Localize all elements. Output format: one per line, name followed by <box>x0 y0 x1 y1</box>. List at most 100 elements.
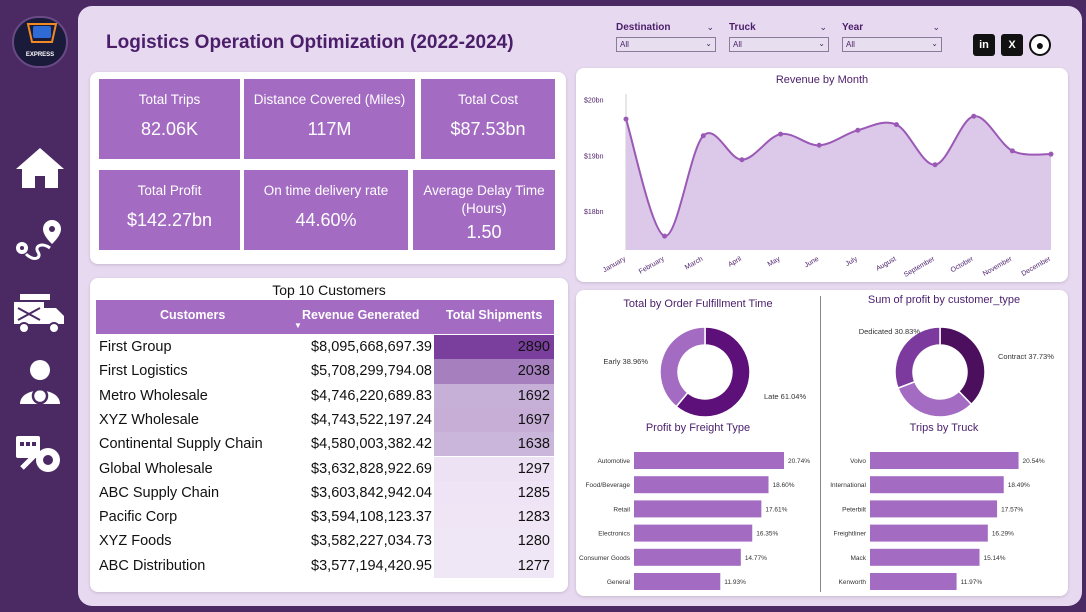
sort-desc-icon[interactable]: ▼ <box>294 321 302 330</box>
revenue-by-month-card: Revenue by Month $20bn $19bn $18bn January F… <box>576 68 1068 282</box>
col-revenue[interactable]: Revenue Generated <box>302 308 420 322</box>
cell-shipments: 1638 <box>434 432 554 457</box>
filter-destination[interactable]: Destination ⌄ All ⌄ <box>616 22 716 52</box>
cell-customer: Global Wholesale <box>99 460 213 477</box>
chevron-down-icon: ⌄ <box>705 39 712 48</box>
donut-label: Dedicated 30.83% <box>859 327 921 336</box>
github-icon[interactable]: ● <box>1029 34 1051 56</box>
bar-category-label: Freightliner <box>833 531 866 538</box>
cell-revenue: $4,743,522,197.24 <box>311 411 432 428</box>
logo: EXPRESS <box>12 16 68 68</box>
donut-label: Contract 37.73% <box>998 352 1054 361</box>
bar <box>634 500 762 518</box>
cell-revenue: $3,582,227,034.73 <box>311 533 432 550</box>
bar-category-label: General <box>607 579 631 586</box>
nav-maintenance[interactable] <box>12 428 68 480</box>
y-tick-label: $19bn <box>584 153 604 160</box>
filter-select[interactable]: All ⌄ <box>729 37 829 52</box>
truck-logo-icon <box>26 23 58 43</box>
data-point <box>739 157 745 163</box>
top-customers-card: Top 10 Customers Customers Revenue Gener… <box>90 278 568 592</box>
fulfillment-donut: Early 38.96% Late 61.04% <box>603 326 806 418</box>
chart-title: Revenue by Month <box>775 74 869 86</box>
col-shipments[interactable]: Total Shipments <box>446 308 543 322</box>
bar-category-label: Volvo <box>850 458 866 465</box>
filter-select[interactable]: All ⌄ <box>842 37 942 52</box>
x-tick-label: August <box>875 256 897 273</box>
nav-home[interactable] <box>12 142 68 194</box>
x-tick-label: February <box>638 255 666 275</box>
filter-select[interactable]: All ⌄ <box>616 37 716 52</box>
table-row[interactable]: Global Wholesale $3,632,828,922.69 1297 <box>96 456 554 481</box>
data-point <box>816 142 822 148</box>
table-row[interactable]: XYZ Wholesale $4,743,522,197.24 1697 <box>96 407 554 433</box>
kpi-total-trips: Total Trips 82.06K <box>98 78 241 160</box>
chevron-down-icon: ⌄ <box>932 22 940 32</box>
cell-revenue: $3,603,842,942.04 <box>311 484 432 501</box>
table-row[interactable]: Pacific Corp $3,594,108,123.37 1283 <box>96 505 554 530</box>
nav-trucks[interactable] <box>12 286 68 338</box>
customer-type-donut: Contract 37.73%Spot 31.44%Dedicated 30.8… <box>859 326 1054 418</box>
x-tick-label: May <box>767 255 782 268</box>
donut-label: Early 38.96% <box>603 357 648 366</box>
x-tick-label: November <box>982 255 1014 278</box>
kpi-avg-delay: Average Delay Time (Hours) 1.50 <box>412 169 556 251</box>
table-header: Customers Revenue Generated Total Shipme… <box>96 300 554 334</box>
cell-shipments: 1280 <box>434 529 554 554</box>
cell-revenue: $4,580,003,382.42 <box>311 436 432 453</box>
table-row[interactable]: First Group $8,095,668,697.39 2890 <box>96 335 554 360</box>
filter-label: Year <box>842 22 864 33</box>
bar <box>634 548 741 566</box>
area-fill <box>626 116 1051 250</box>
table-row[interactable]: Continental Supply Chain $4,580,003,382.4… <box>96 432 554 457</box>
data-point <box>855 127 861 133</box>
bar-value-label: 20.54% <box>1023 458 1045 465</box>
data-point <box>971 113 977 119</box>
bar-category-label: Electronics <box>598 531 631 538</box>
table-row[interactable]: ABC Supply Chain $3,603,842,942.04 1285 <box>96 480 554 506</box>
table-row[interactable]: XYZ Foods $3,582,227,034.73 1280 <box>96 529 554 554</box>
logo-text: EXPRESS <box>25 52 55 58</box>
chart-title: Profit by Freight Type <box>645 422 751 434</box>
filter-truck[interactable]: Truck ⌄ All ⌄ <box>729 22 829 52</box>
kpi-total-cost: Total Cost $87.53bn <box>420 78 556 160</box>
main-panel: Logistics Operation Optimization (2022-2… <box>78 6 1082 606</box>
data-point <box>1048 151 1054 157</box>
bar-value-label: 18.60% <box>773 482 795 489</box>
linkedin-icon[interactable]: in <box>973 34 995 56</box>
table-row[interactable]: Metro Wholesale $4,746,220,689.83 1692 <box>96 383 554 408</box>
bar-value-label: 20.74% <box>788 458 810 465</box>
cell-shipments: 1692 <box>434 383 554 408</box>
x-tick-label: October <box>950 255 976 274</box>
nav-routes[interactable] <box>12 214 68 266</box>
x-icon[interactable]: X <box>1001 34 1023 56</box>
breakdown-card: Total by Order Fulfillment Time Sum of p… <box>576 290 1068 596</box>
bar <box>870 573 957 590</box>
x-tick-label: June <box>804 256 821 270</box>
bar-value-label: 17.61% <box>765 506 787 513</box>
bar-category-label: Consumer Goods <box>579 555 631 562</box>
cell-customer: First Logistics <box>99 363 188 380</box>
maintenance-icon <box>16 436 60 472</box>
bar <box>870 500 998 518</box>
x-tick-label: April <box>727 255 743 268</box>
nav-drivers[interactable] <box>12 356 68 408</box>
bar-category-label: Peterbilt <box>842 506 866 513</box>
cell-customer: Metro Wholesale <box>99 387 208 404</box>
data-point <box>778 131 784 137</box>
revenue-area-chart: $20bn $19bn $18bn January February March April… <box>584 94 1054 279</box>
filter-year[interactable]: Year ⌄ All ⌄ <box>842 22 942 52</box>
chevron-down-icon: ⌄ <box>931 39 938 48</box>
data-point <box>1009 148 1015 154</box>
bar-category-label: International <box>830 482 866 489</box>
kpi-on-time-rate: On time delivery rate 44.60% <box>243 169 409 251</box>
table-row[interactable]: ABC Distribution $3,577,194,420.95 1277 <box>96 553 554 578</box>
kpi-total-profit: Total Profit $142.27bn <box>98 169 241 251</box>
cell-revenue: $5,708,299,794.08 <box>311 363 432 380</box>
col-customers[interactable]: Customers <box>160 308 226 322</box>
chart-title: Trips by Truck <box>909 422 979 434</box>
bar-category-label: Mack <box>850 555 866 562</box>
table-row[interactable]: First Logistics $5,708,299,794.08 2038 <box>96 359 554 384</box>
x-tick-label: January <box>602 255 627 274</box>
